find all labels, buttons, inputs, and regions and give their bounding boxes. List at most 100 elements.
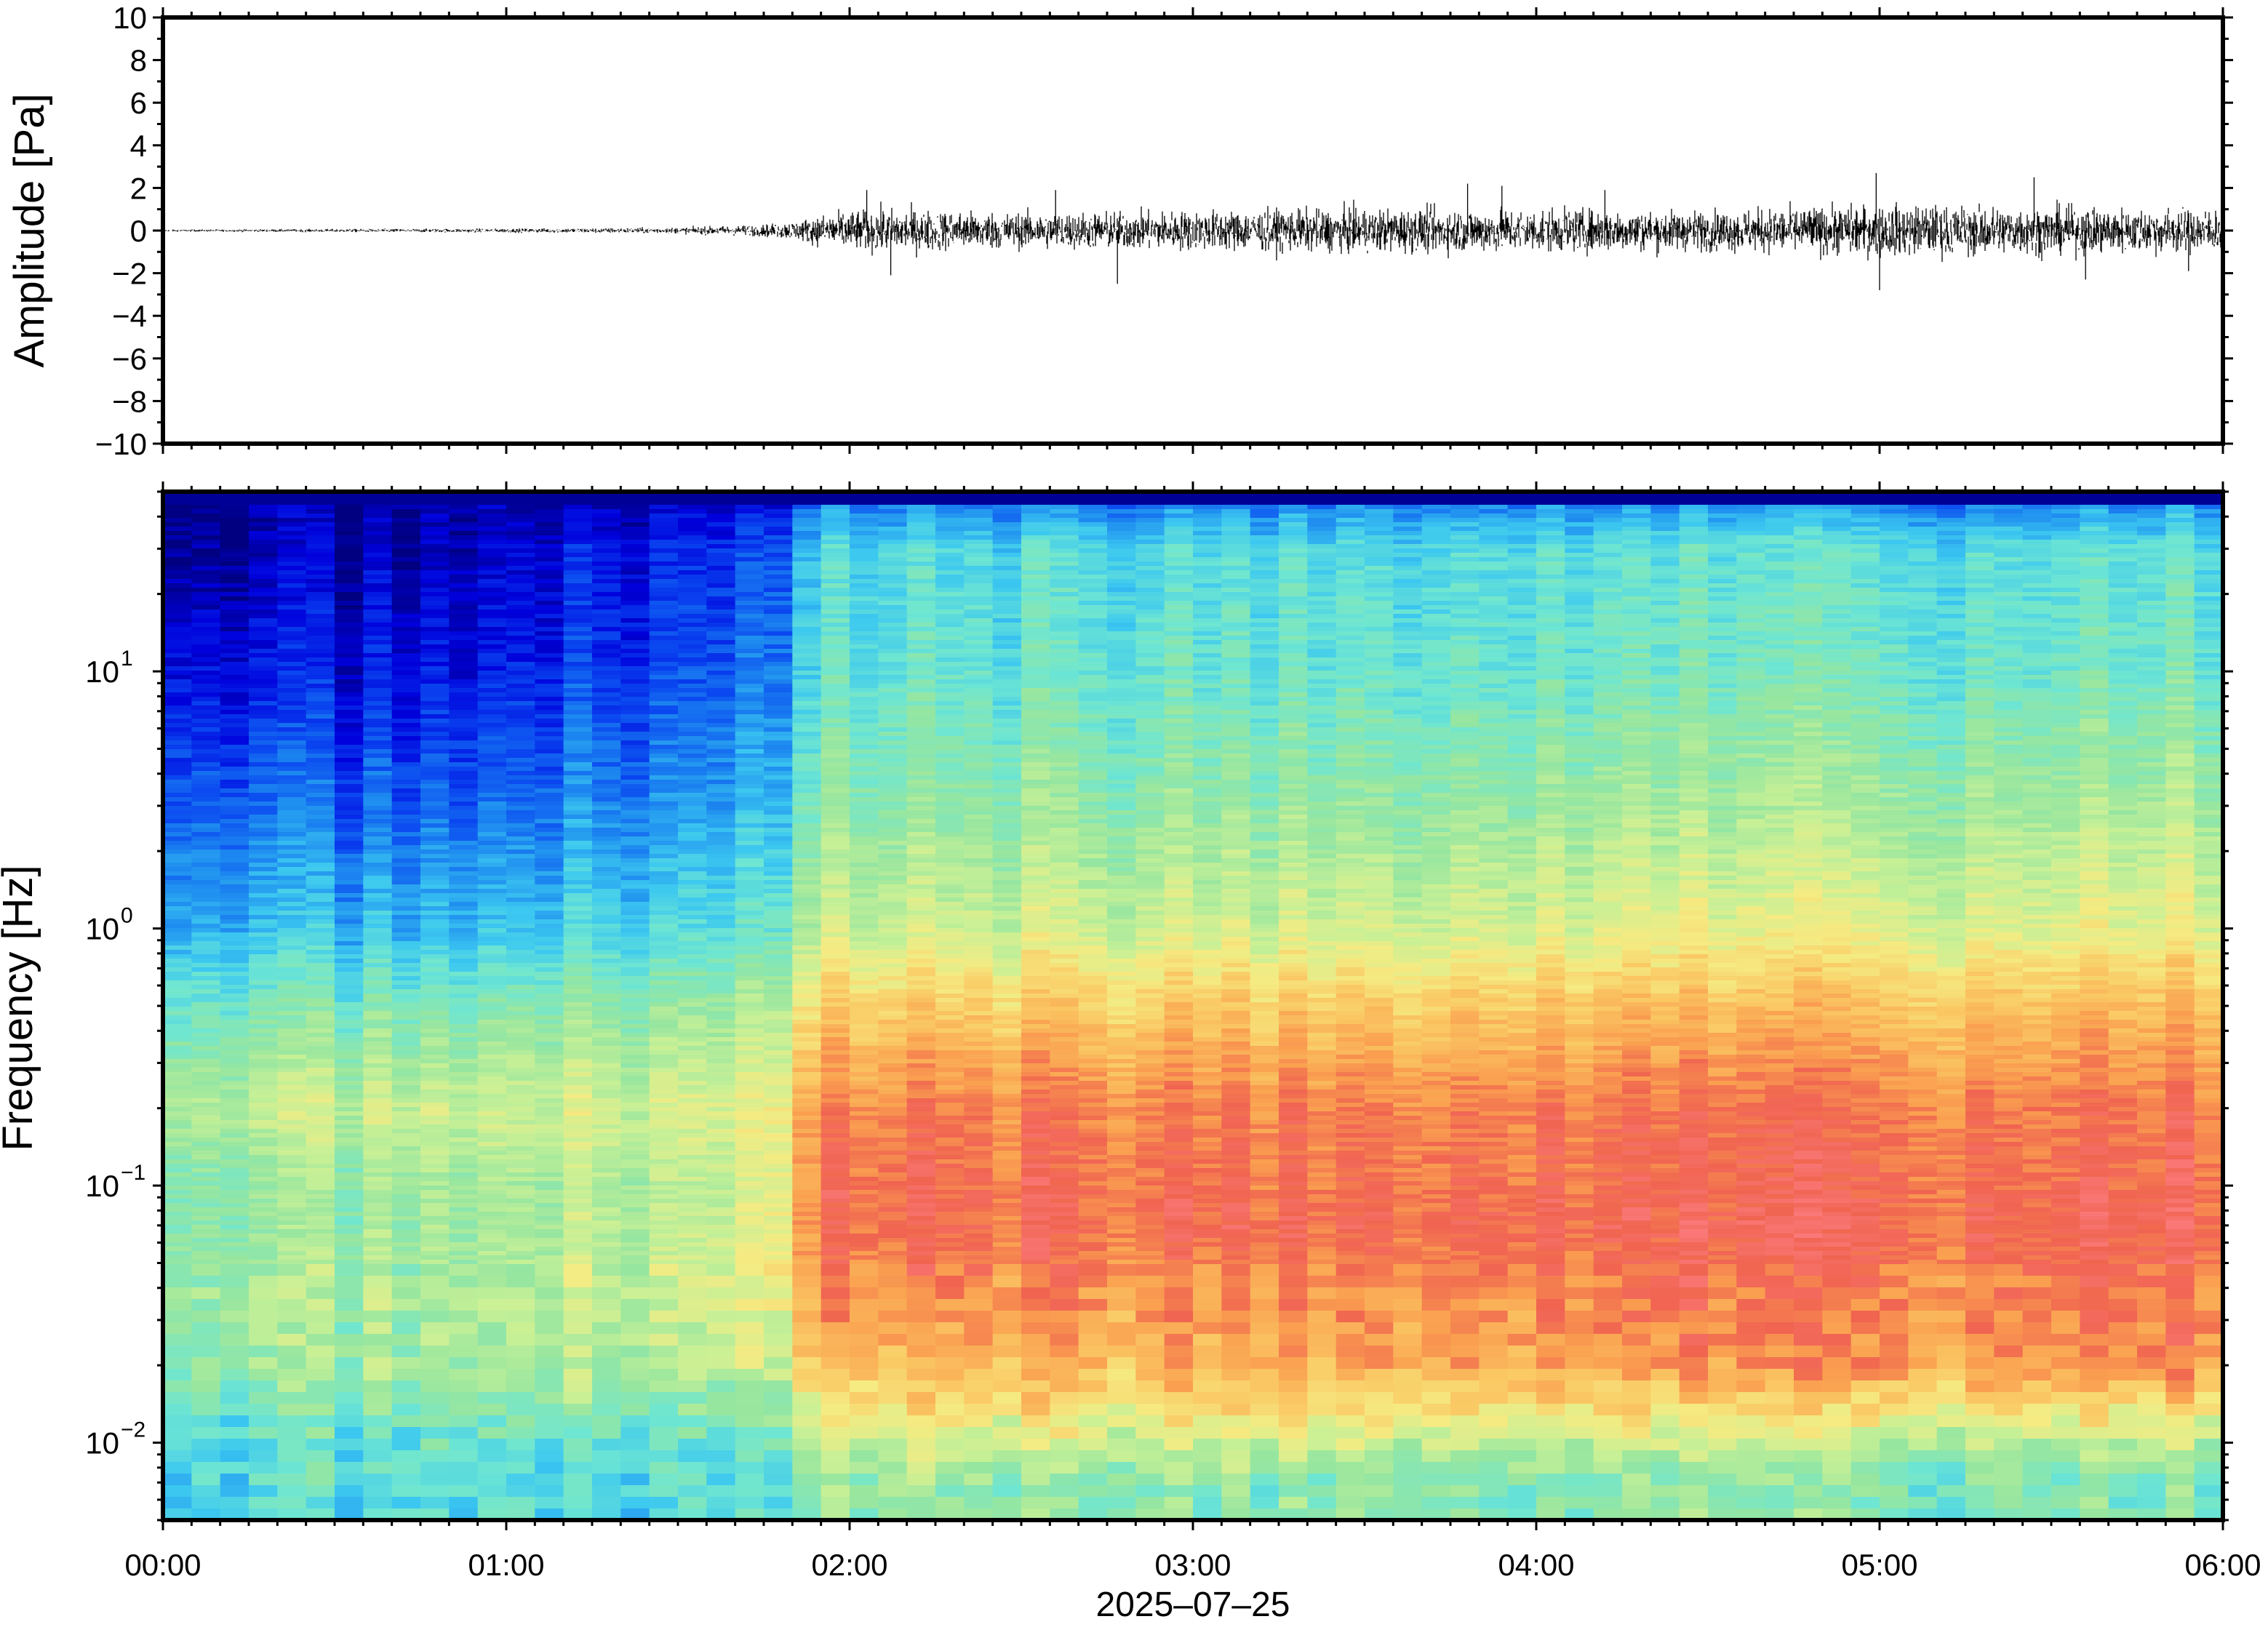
spectrogram-cell	[650, 740, 679, 745]
spectrogram-cell	[277, 609, 306, 615]
spectrogram-cell	[706, 1129, 735, 1134]
spectrogram-cell	[277, 989, 306, 994]
spectrogram-cell	[706, 710, 735, 715]
spectrogram-cell	[592, 692, 621, 697]
spectrogram-cell	[277, 1142, 306, 1147]
spectrogram-cell	[678, 636, 707, 641]
spectrogram-cell	[678, 544, 707, 549]
spectrogram-cell	[249, 1076, 278, 1082]
spectrogram-cell	[678, 1427, 707, 1439]
spectrogram-cell	[764, 758, 793, 763]
spectrogram-cell	[163, 723, 192, 728]
spectrogram-cell	[363, 937, 392, 942]
spectrogram-cell	[764, 1146, 793, 1151]
spectrogram-cell	[764, 701, 793, 706]
spectrogram-cell	[535, 1311, 564, 1323]
spectrogram-cell	[191, 1138, 220, 1143]
spectrogram-cell	[650, 753, 679, 759]
spectrogram-cell	[564, 579, 593, 584]
spectrogram-cell	[449, 1497, 478, 1509]
spectrogram-cell	[650, 1207, 679, 1212]
spectrogram-cell	[220, 823, 249, 828]
spectrogram-cell	[335, 1107, 364, 1112]
spectrogram-cell	[592, 548, 621, 553]
spectrogram-cell	[249, 662, 278, 667]
spectrogram-cell	[620, 1098, 650, 1103]
spectrogram-cell	[821, 697, 850, 702]
spectrogram-cell	[420, 732, 450, 737]
spectrogram-cell	[249, 1103, 278, 1108]
spectrogram-cell	[363, 1015, 392, 1020]
spectrogram-cell	[335, 505, 364, 510]
spectrogram-cell	[478, 928, 507, 933]
spectrogram-cell	[706, 1081, 735, 1086]
spectrogram-cell	[592, 819, 621, 824]
spectrogram-cell	[249, 671, 278, 676]
spectrogram-cell	[335, 963, 364, 968]
spectrogram-cell	[535, 557, 564, 562]
spectrogram-cell	[564, 570, 593, 575]
spectrogram-cell	[821, 780, 850, 785]
spectrogram-cell	[420, 583, 450, 588]
spectrogram-cell	[449, 937, 478, 942]
spectrogram-cell	[277, 1055, 306, 1060]
spectrogram-cell	[678, 1068, 707, 1073]
spectrogram-cell	[478, 579, 507, 584]
spectrogram-cell	[277, 1050, 306, 1055]
spectrogram-cell	[363, 1076, 392, 1082]
spectrogram-cell	[163, 1380, 192, 1393]
spectrogram-cell	[220, 623, 249, 628]
spectrogram-cell	[249, 810, 278, 815]
spectrogram-cell	[678, 972, 707, 977]
spectrogram-cell	[277, 1474, 306, 1486]
spectrogram-cell	[764, 1190, 793, 1195]
spectrogram-cell	[678, 1369, 707, 1381]
spectrogram-cell	[821, 815, 850, 820]
spectrogram-cell	[650, 614, 679, 619]
spectrogram-cell	[735, 841, 764, 846]
spectrogram-cell	[650, 819, 679, 824]
spectrogram-cell	[420, 924, 450, 929]
spectrogram-cell	[163, 954, 192, 959]
spectrogram-cell	[449, 924, 478, 929]
spectrogram-cell	[335, 623, 364, 628]
spectrogram-cell	[306, 1015, 335, 1020]
spectrogram-cell	[792, 705, 821, 711]
spectrogram-cell	[335, 898, 364, 903]
spectrogram-cell	[249, 1068, 278, 1073]
spectrogram-cell	[220, 1164, 249, 1169]
spectrogram-cell	[277, 518, 306, 523]
spectrogram-cell	[392, 1107, 421, 1112]
spectrogram-cell	[392, 745, 421, 750]
spectrogram-cell	[821, 1276, 850, 1288]
spectrogram-cell	[735, 989, 764, 994]
spectrogram-cell	[163, 679, 192, 684]
spectrogram-cell	[163, 911, 192, 916]
spectrogram-cell	[506, 884, 535, 890]
spectrogram-cell	[735, 1238, 764, 1243]
spectrogram-cell	[478, 985, 507, 990]
spectrogram-cell	[706, 548, 735, 553]
spectrogram-cell	[678, 649, 707, 654]
spectrogram-cell	[335, 627, 364, 632]
spectrogram-cell	[650, 1357, 679, 1370]
spectrogram-cell	[449, 1076, 478, 1082]
spectrogram-cell	[764, 1260, 793, 1265]
spectrogram-column	[392, 492, 421, 1521]
spectrogram-cell	[735, 1229, 764, 1234]
spectrogram-cell	[163, 614, 192, 619]
spectrogram-cell	[735, 1076, 764, 1082]
spectrogram-cell	[220, 1238, 249, 1243]
spectrogram-cell	[449, 1094, 478, 1099]
spectrogram-cell	[735, 1129, 764, 1134]
spectrogram-cell	[363, 1225, 392, 1230]
spectrogram-cell	[821, 644, 850, 649]
spectrogram-cell	[277, 544, 306, 549]
spectrogram-cell	[564, 863, 593, 868]
spectrogram-cell	[478, 775, 507, 780]
spectrogram-cell	[678, 919, 707, 924]
spectrogram-cell	[535, 732, 564, 737]
spectrogram-cell	[449, 815, 478, 820]
spectrogram-cell	[392, 1190, 421, 1195]
spectrogram-cell	[363, 1427, 392, 1439]
